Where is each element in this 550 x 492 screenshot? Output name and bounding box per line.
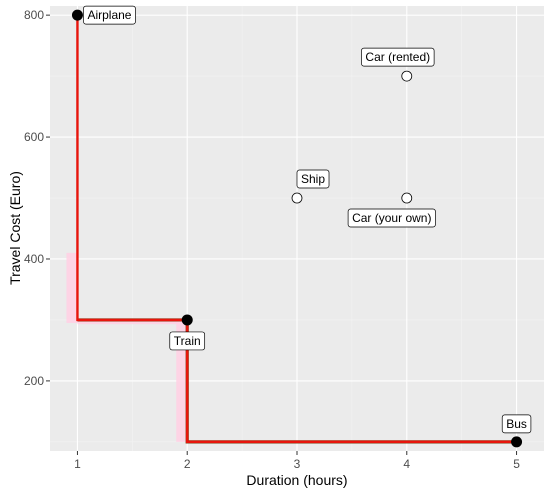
- point-label-box: [296, 169, 330, 189]
- y-tick-label: 200: [24, 374, 44, 388]
- x-tick-label: 5: [513, 457, 520, 471]
- x-tick-label: 1: [74, 457, 81, 471]
- point-label-box: [347, 208, 436, 228]
- x-axis-ticks: 1 2 3 4 5: [74, 451, 520, 471]
- point-label-text: Car (rented): [365, 50, 430, 64]
- data-point-open: [401, 70, 413, 82]
- x-tick-label: 3: [294, 457, 301, 471]
- point-labels: Airplane Train Bus Ship Car (rented) Car (you…: [83, 5, 532, 434]
- point-label-box: [169, 331, 206, 351]
- x-axis-title: Duration (hours): [246, 472, 347, 488]
- point-label: Bus: [501, 414, 532, 434]
- point-label-box: [361, 47, 435, 67]
- point-label-text: Ship: [301, 172, 325, 186]
- point-label-text: Airplane: [87, 8, 131, 22]
- point-label-box: [83, 5, 136, 25]
- y-tick-label: 800: [24, 8, 44, 22]
- y-axis-title: Travel Cost (Euro): [7, 171, 23, 285]
- data-point: [71, 9, 83, 21]
- data-point-open: [401, 192, 413, 204]
- highlight-region: [77, 319, 188, 325]
- point-label-text: Bus: [506, 417, 527, 431]
- y-axis-ticks: 200 400 600 800: [24, 8, 50, 388]
- point-label-text: Car (your own): [352, 211, 431, 225]
- point-label: Car (your own): [347, 208, 436, 228]
- point-label: Airplane: [83, 5, 136, 25]
- point-label-box: [501, 414, 532, 434]
- data-points: [71, 9, 523, 448]
- point-label: Train: [169, 331, 206, 351]
- point-label: Car (rented): [361, 47, 435, 67]
- data-point-open: [291, 192, 303, 204]
- data-point: [181, 314, 193, 326]
- x-tick-label: 2: [184, 457, 191, 471]
- y-tick-label: 400: [24, 252, 44, 266]
- x-tick-label: 4: [403, 457, 410, 471]
- point-label-text: Train: [174, 334, 201, 348]
- highlight-region: [176, 319, 188, 442]
- data-point: [511, 436, 523, 448]
- y-tick-label: 600: [24, 130, 44, 144]
- point-label: Ship: [296, 169, 330, 189]
- highlight-region: [66, 252, 78, 323]
